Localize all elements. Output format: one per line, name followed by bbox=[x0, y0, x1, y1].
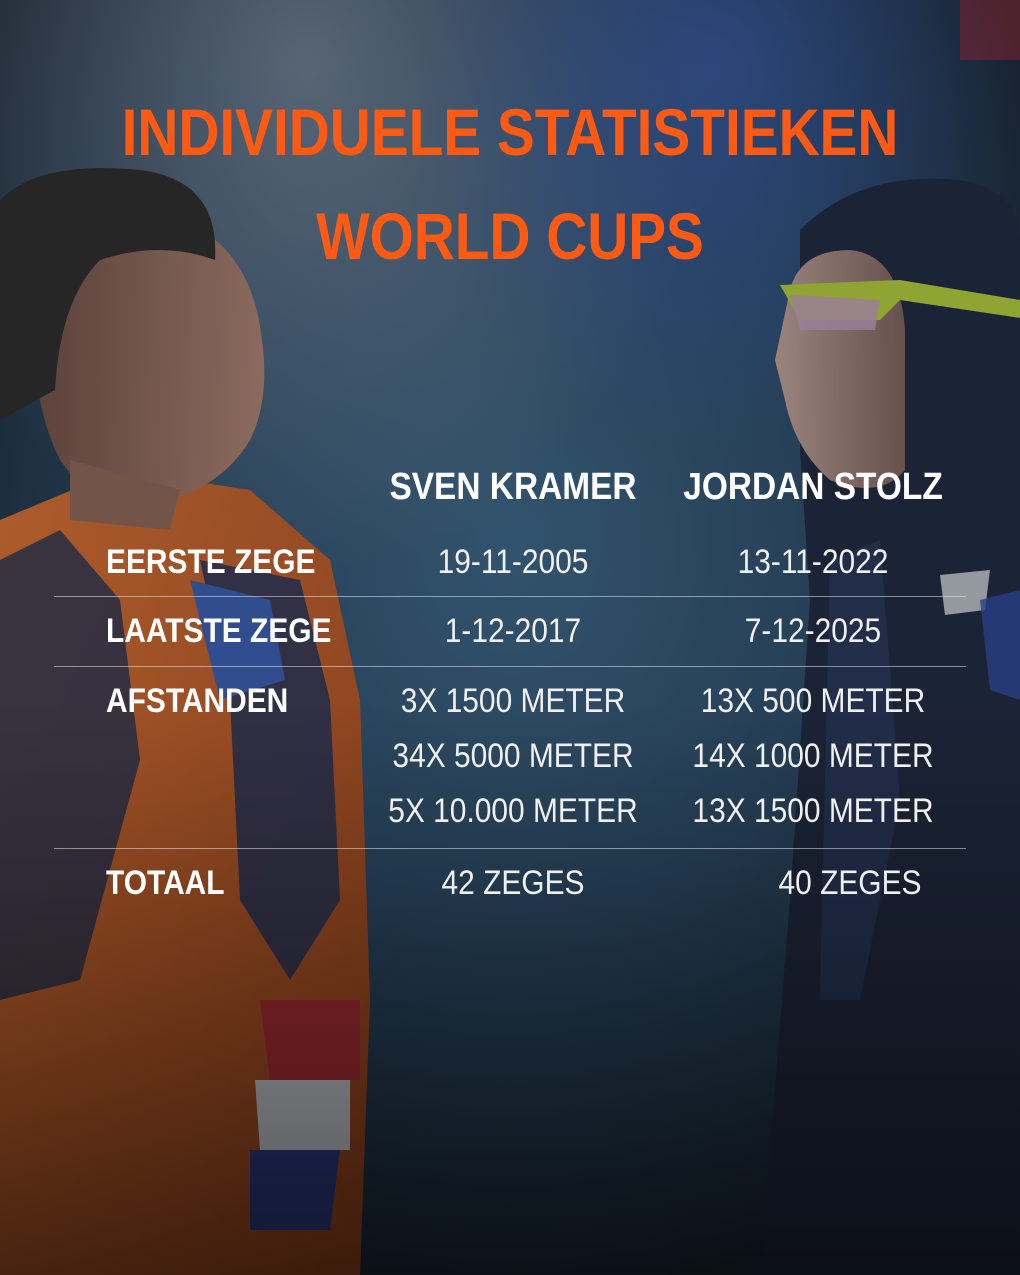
column-header-kramer: SVEN KRAMER bbox=[389, 466, 637, 508]
cell-stolz-afstand-2: 14X 1000 METER bbox=[692, 737, 934, 775]
title-line-1: INDIVIDUELE STATISTIEKEN bbox=[121, 95, 899, 169]
column-header-stolz: JORDAN STOLZ bbox=[683, 466, 943, 508]
cell-stolz-afstand-3: 13X 1500 METER bbox=[692, 792, 934, 830]
cell-kramer-totaal: 42 ZEGES bbox=[441, 864, 585, 902]
row-label-laatste-zege: LAATSTE ZEGE bbox=[106, 612, 332, 650]
cell-stolz-eerste-zege: 13-11-2022 bbox=[737, 543, 889, 581]
cell-kramer-laatste-zege: 1-12-2017 bbox=[444, 612, 582, 650]
cell-kramer-afstand-1: 3X 1500 METER bbox=[400, 682, 626, 720]
row-label-totaal: TOTAAL bbox=[106, 864, 225, 902]
row-divider bbox=[54, 848, 966, 849]
cell-kramer-afstand-2: 34X 5000 METER bbox=[392, 737, 634, 775]
cell-kramer-eerste-zege: 19-11-2005 bbox=[437, 543, 589, 581]
row-label-afstanden: AFSTANDEN bbox=[106, 682, 289, 720]
cell-kramer-afstand-3: 5X 10.000 METER bbox=[388, 792, 638, 830]
row-label-eerste-zege: EERSTE ZEGE bbox=[106, 543, 316, 581]
cell-stolz-laatste-zege: 7-12-2025 bbox=[744, 612, 882, 650]
row-divider bbox=[54, 596, 966, 597]
title-line-2: WORLD CUPS bbox=[316, 199, 704, 273]
cell-stolz-afstand-1: 13X 500 METER bbox=[700, 682, 926, 720]
row-divider bbox=[54, 666, 966, 667]
cell-stolz-totaal: 40 ZEGES bbox=[778, 864, 922, 902]
